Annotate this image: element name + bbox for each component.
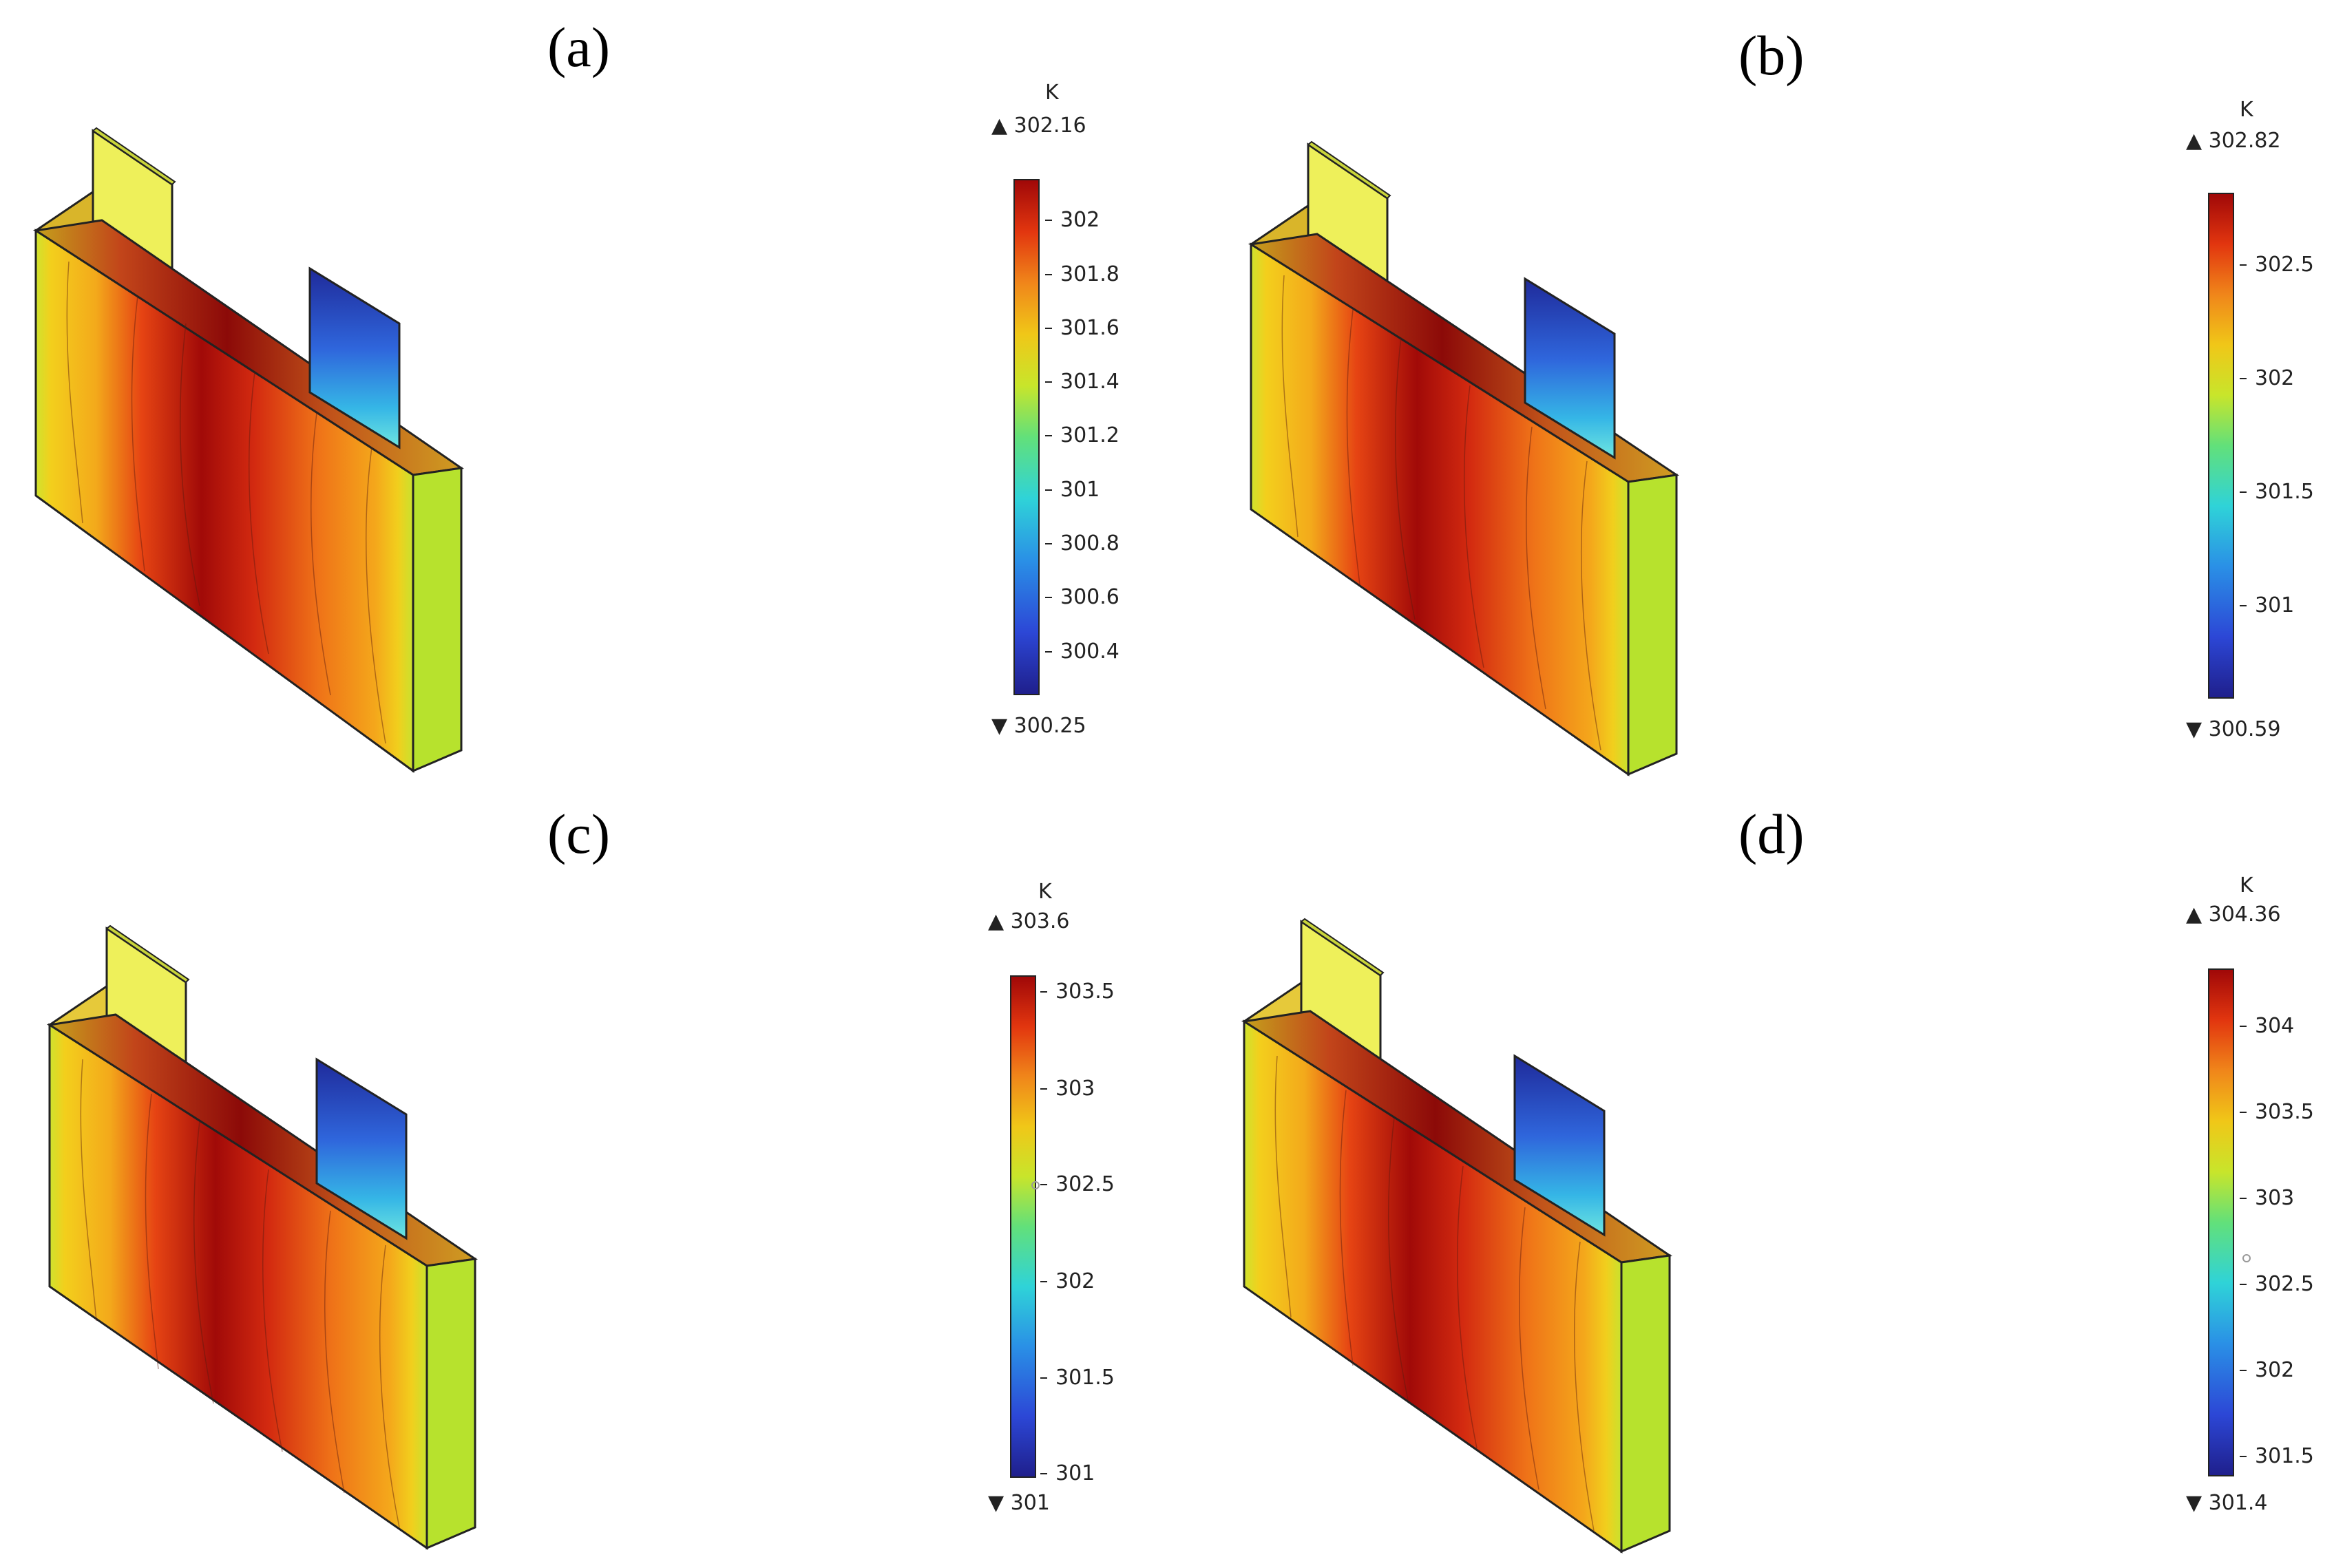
colorbar-max-value: ▲ 302.16 [991,114,1086,138]
colorbar-tick: 301.5 [1040,1366,1115,1390]
colorbar-tick: 300.4 [1045,639,1119,664]
panel-label: (d) [1738,803,1805,865]
colorbar-tick: 301.4 [1045,370,1119,394]
colorbar-min-value: ▼ 301 [988,1491,1050,1515]
colorbar-tick: 303 [2239,1186,2295,1210]
colorbar-tick: 302.5 [1040,1172,1115,1196]
colorbar-min-value: ▼ 301.4 [2186,1491,2268,1515]
colorbar [1013,179,1040,695]
colorbar-tick: 301.5 [2240,1444,2314,1468]
panel-label: (b) [1738,24,1805,87]
colorbar-tick: 302.5 [2240,1272,2314,1296]
colorbar-tick: 302 [1040,1269,1095,1293]
colorbar-tick: 302 [1044,208,1100,232]
colorbar-marker [1031,1181,1040,1189]
battery-cell-model [32,127,465,773]
colorbar-min-value: ▼ 300.59 [2186,717,2281,741]
panel-label: (c) [547,803,611,865]
colorbar [2208,968,2234,1476]
panel-d: (d) K ▲ 304.36 304 303.5 303 302.5 302 3… [1167,784,2334,1568]
colorbar-tick: 303.5 [1040,979,1115,1004]
colorbar-tick: 301.8 [1045,262,1119,286]
colorbar-tick: 302 [2239,1358,2295,1382]
colorbar-tick: 301 [1040,1461,1095,1485]
colorbar-unit: K [1038,880,1052,904]
panel-c: (c) K ▲ 303.6 303.5 303 302.5 302 301.5 … [0,784,1167,1568]
colorbar-tick: 301.6 [1045,316,1119,340]
panel-label: (a) [547,16,611,78]
colorbar-max-value: ▲ 302.82 [2186,129,2281,153]
colorbar-tick: 302.5 [2240,253,2314,277]
battery-cell-model [1241,918,1673,1554]
colorbar-tick: 300.8 [1045,531,1119,555]
battery-cell-model [1248,140,1680,776]
battery-cell-model [46,924,479,1550]
colorbar-tick: 303.5 [2240,1100,2314,1124]
colorbar-tick: 304 [2239,1014,2295,1038]
colorbar-max-value: ▲ 304.36 [2186,902,2281,926]
colorbar-marker [2242,1254,2251,1262]
colorbar [2208,193,2234,699]
colorbar-unit: K [1045,81,1059,105]
panel-b: (b) K ▲ 302.82 302.5 302 301.5 301 ▼ 300… [1167,0,2334,784]
colorbar-min-value: ▼ 300.25 [991,714,1086,738]
colorbar-unit: K [2240,98,2253,122]
colorbar-tick: 300.6 [1045,585,1119,609]
colorbar-tick: 301 [2239,593,2295,617]
colorbar-unit: K [2240,873,2253,898]
colorbar-tick: 303 [1040,1077,1095,1101]
colorbar-tick: 302 [2239,366,2295,390]
colorbar [1010,975,1036,1478]
panel-a: (a) K ▲ 302.16 302 301.8 301.6 301.4 301… [0,0,1167,784]
colorbar-tick: 301.2 [1045,423,1119,447]
colorbar-tick: 301.5 [2240,480,2314,504]
colorbar-max-value: ▲ 303.6 [988,909,1070,933]
colorbar-tick: 301 [1044,478,1100,502]
